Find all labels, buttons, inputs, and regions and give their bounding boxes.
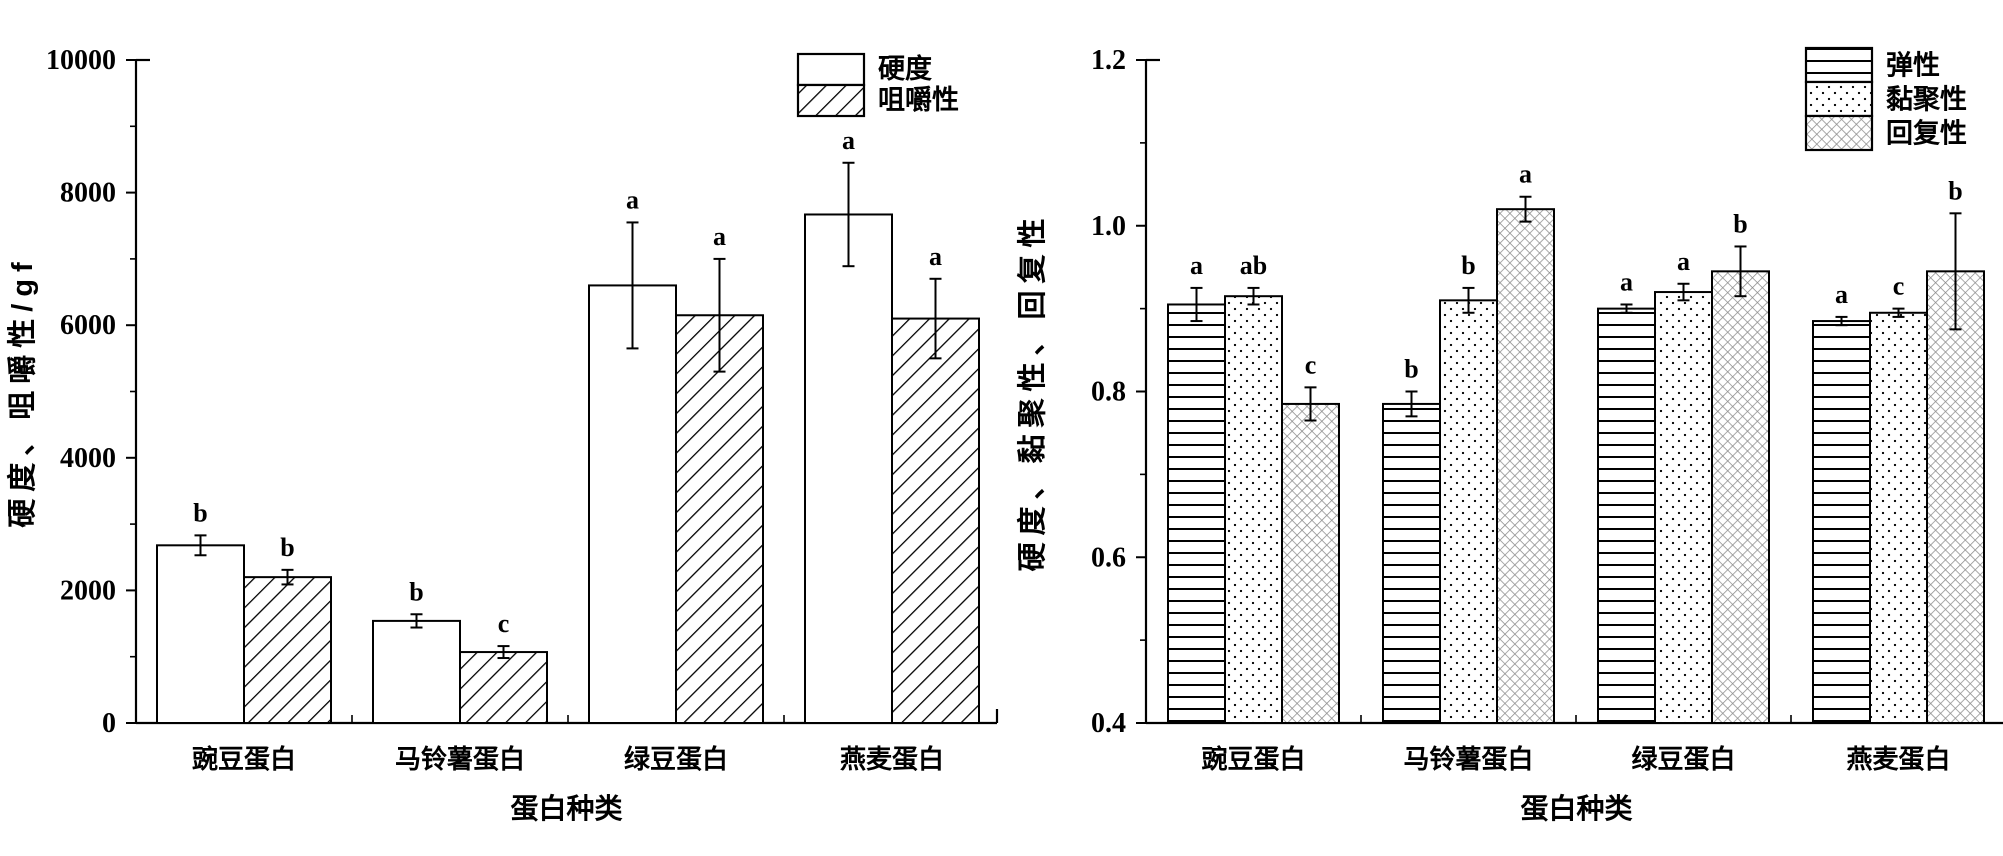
- svg-text:a: a: [1620, 267, 1633, 296]
- svg-text:咀嚼性: 咀嚼性: [878, 85, 959, 115]
- svg-text:豌豆蛋白: 豌豆蛋白: [1201, 744, 1305, 774]
- svg-text:c: c: [498, 609, 510, 638]
- svg-text:8000: 8000: [60, 178, 116, 209]
- svg-text:蛋白种类: 蛋白种类: [1520, 792, 1632, 824]
- svg-text:1.0: 1.0: [1091, 211, 1126, 242]
- svg-text:0.6: 0.6: [1091, 542, 1126, 573]
- svg-text:绿豆蛋白: 绿豆蛋白: [624, 744, 728, 774]
- svg-text:b: b: [409, 577, 423, 606]
- svg-text:燕麦蛋白: 燕麦蛋白: [840, 744, 944, 774]
- svg-text:ab: ab: [1240, 251, 1267, 280]
- svg-text:硬度、黏聚性、回复性: 硬度、黏聚性、回复性: [1016, 211, 1049, 571]
- svg-text:回复性: 回复性: [1886, 119, 1967, 149]
- svg-text:c: c: [1893, 272, 1905, 301]
- svg-text:b: b: [1404, 355, 1418, 384]
- svg-text:b: b: [280, 533, 294, 562]
- svg-text:0.8: 0.8: [1091, 377, 1126, 408]
- svg-text:0: 0: [102, 708, 116, 739]
- svg-text:a: a: [1677, 247, 1690, 276]
- svg-text:a: a: [626, 185, 639, 214]
- svg-text:a: a: [1190, 251, 1203, 280]
- svg-text:蛋白种类: 蛋白种类: [510, 792, 622, 824]
- svg-text:豌豆蛋白: 豌豆蛋白: [192, 744, 296, 774]
- svg-text:6000: 6000: [60, 310, 116, 341]
- svg-text:a: a: [842, 126, 855, 155]
- svg-text:b: b: [1733, 209, 1747, 238]
- svg-text:黏聚性: 黏聚性: [1886, 85, 1967, 115]
- svg-text:弹性: 弹性: [1886, 51, 1940, 81]
- svg-text:b: b: [193, 498, 207, 527]
- svg-text:c: c: [1305, 350, 1317, 379]
- svg-text:2000: 2000: [60, 575, 116, 606]
- svg-text:a: a: [1835, 280, 1848, 309]
- svg-text:燕麦蛋白: 燕麦蛋白: [1846, 744, 1950, 774]
- svg-text:0.4: 0.4: [1091, 708, 1126, 739]
- svg-text:马铃薯蛋白: 马铃薯蛋白: [395, 744, 525, 774]
- svg-text:10000: 10000: [46, 45, 116, 76]
- svg-text:硬度: 硬度: [878, 53, 932, 84]
- svg-text:1.2: 1.2: [1091, 45, 1126, 76]
- svg-text:a: a: [1519, 160, 1532, 189]
- svg-text:a: a: [713, 222, 726, 251]
- svg-text:b: b: [1948, 176, 1962, 205]
- svg-text:马铃薯蛋白: 马铃薯蛋白: [1403, 744, 1533, 774]
- svg-text:绿豆蛋白: 绿豆蛋白: [1631, 744, 1735, 774]
- svg-text:4000: 4000: [60, 443, 116, 474]
- svg-text:a: a: [929, 242, 942, 271]
- svg-text:硬度、咀嚼性/gf: 硬度、咀嚼性/gf: [6, 255, 39, 527]
- svg-text:b: b: [1461, 251, 1475, 280]
